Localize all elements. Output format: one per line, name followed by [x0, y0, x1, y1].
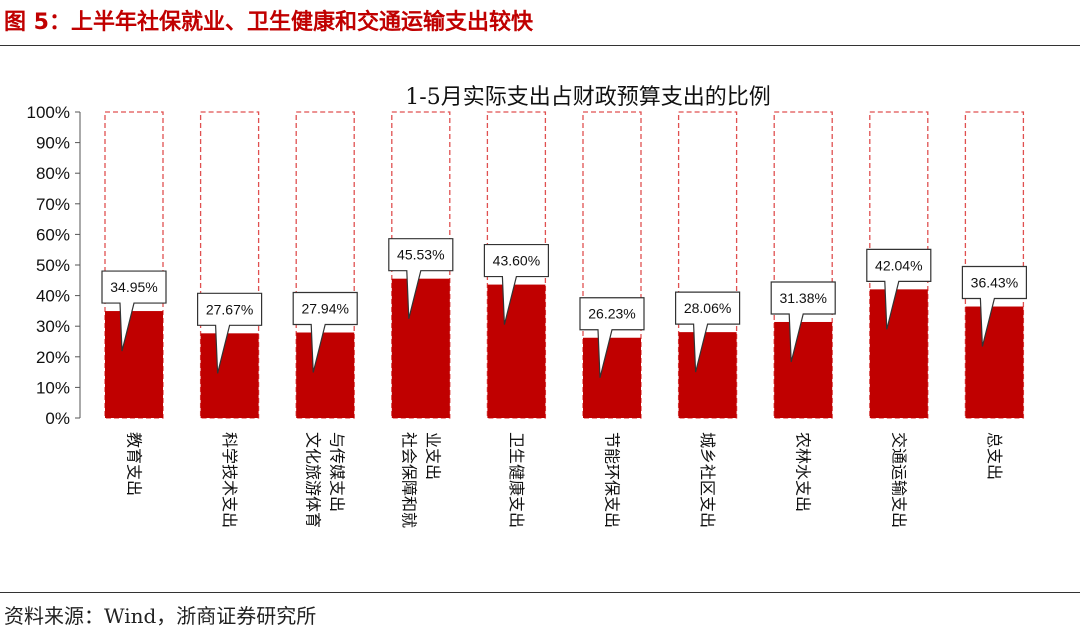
y-tick-label: 30%	[36, 317, 70, 336]
bar	[296, 332, 355, 418]
source-note: 资料来源：Wind，浙商证券研究所	[4, 604, 317, 628]
bar-chart: 1-5月实际支出占财政预算支出的比例 0% 10% 20% 30% 40% 50% 60% 70…	[27, 85, 1027, 528]
x-category-label: 农林水支出	[794, 432, 813, 512]
data-callout	[101, 270, 167, 352]
data-callout	[770, 281, 836, 363]
data-callout	[388, 238, 454, 319]
y-tick-label: 0%	[45, 409, 70, 428]
bar	[487, 284, 546, 418]
data-callout	[292, 291, 358, 373]
y-tick-label: 70%	[36, 195, 70, 214]
bar	[391, 278, 450, 418]
y-tick-label: 10%	[36, 378, 70, 397]
data-label: 27.94%	[301, 301, 348, 317]
data-label: 45.53%	[397, 247, 444, 263]
y-tick-label: 60%	[36, 225, 70, 244]
data-label: 26.23%	[588, 306, 635, 322]
data-callout	[579, 297, 645, 378]
data-label: 27.67%	[206, 301, 253, 317]
x-category-label: 卫生健康支出	[507, 432, 526, 528]
chart-title: 1-5月实际支出占财政预算支出的比例	[405, 85, 770, 110]
x-category-label: 与传媒支出	[328, 432, 347, 512]
data-label: 36.43%	[971, 275, 1018, 291]
x-category-label: 教育支出	[125, 432, 144, 496]
bar	[774, 321, 833, 418]
data-callout	[961, 265, 1027, 347]
bar	[678, 332, 737, 418]
bar	[200, 333, 259, 418]
data-label: 28.06%	[684, 300, 731, 316]
y-tick-label: 40%	[36, 287, 70, 306]
top-rule	[0, 45, 1080, 46]
data-callout	[483, 243, 549, 325]
y-tick-label: 90%	[36, 134, 70, 153]
x-category-label: 业支出	[423, 432, 442, 480]
y-tick-label: 50%	[36, 256, 70, 275]
y-tick-label: 80%	[36, 164, 70, 183]
x-category-label: 文化旅游体育	[304, 432, 323, 528]
x-category-label: 科学技术支出	[220, 432, 239, 528]
x-category-label: 社会保障和就	[399, 432, 418, 528]
y-tick-label: 20%	[36, 348, 70, 367]
data-label: 43.60%	[493, 253, 540, 269]
bar	[105, 311, 163, 418]
data-label: 34.95%	[110, 279, 157, 295]
bar	[869, 289, 928, 418]
y-tick-label: 100%	[27, 103, 70, 122]
bar	[965, 306, 1024, 418]
x-category-label: 交通运输支出	[889, 432, 908, 528]
bar	[583, 337, 641, 418]
bottom-rule	[0, 592, 1080, 593]
figure-title: 图 5：上半年社保就业、卫生健康和交通运输支出较快	[4, 10, 533, 35]
data-callout	[866, 248, 932, 330]
data-callout	[197, 292, 263, 374]
data-label: 31.38%	[779, 290, 826, 306]
data-callout	[675, 291, 741, 373]
x-category-label: 城乡社区支出	[698, 432, 717, 528]
data-label: 42.04%	[875, 257, 922, 273]
x-category-label: 节能环保支出	[603, 432, 622, 528]
x-category-label: 总支出	[985, 432, 1004, 480]
